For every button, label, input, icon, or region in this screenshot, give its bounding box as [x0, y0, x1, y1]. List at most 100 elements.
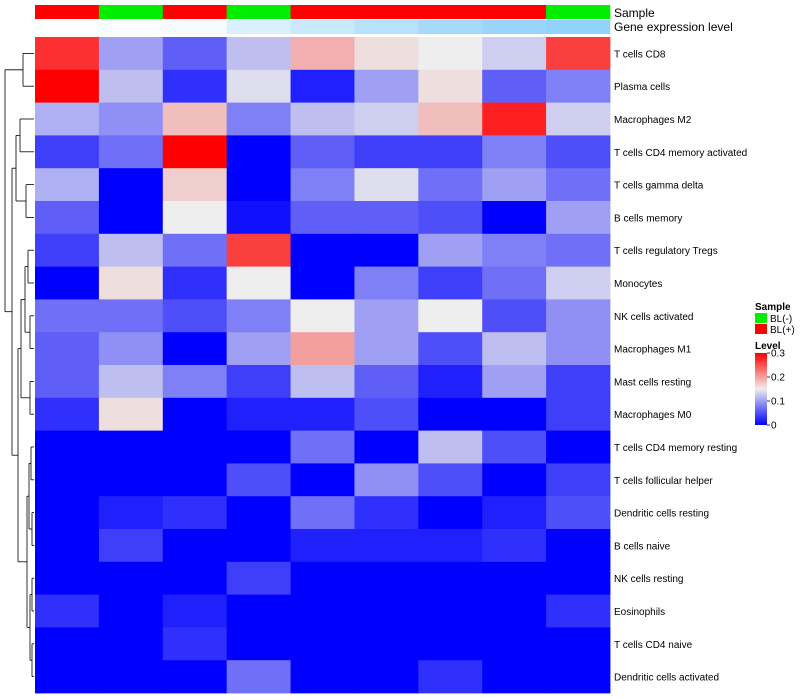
row-label: Eosinophils [614, 607, 665, 618]
heatmap-cell [290, 529, 355, 563]
heatmap-cell [226, 299, 291, 333]
heatmap-cell [354, 233, 419, 267]
heatmap-cell [162, 463, 228, 497]
sample-track-label: Sample [614, 6, 655, 20]
heatmap-cell [546, 627, 611, 661]
heatmap-cell [482, 594, 547, 628]
heatmap-cell [162, 529, 228, 563]
heatmap-cell [98, 627, 164, 661]
sample-annotation-cell [482, 5, 547, 19]
heatmap-cell [35, 463, 100, 497]
gene-annotation-cell [226, 20, 291, 34]
heatmap-cell [290, 299, 355, 333]
heatmap-cell [226, 660, 291, 694]
heatmap-cell [290, 233, 355, 267]
heatmap-cell [482, 332, 547, 366]
heatmap-cell [35, 496, 100, 530]
row-label: Macrophages M2 [614, 115, 692, 126]
heatmap-cell [98, 168, 164, 202]
heatmap-cell [290, 365, 355, 399]
row-label: Plasma cells [614, 82, 670, 93]
row-labels: T cells CD8 Plasma cells Macrophages M2 T c… [614, 49, 747, 683]
heatmap-cell [418, 430, 483, 464]
heatmap-cell [354, 660, 419, 694]
heatmap-cell [354, 496, 419, 530]
sample-annotation-cell [98, 5, 164, 19]
heatmap-cell [35, 168, 100, 202]
heatmap-cell [290, 37, 355, 71]
heatmap-cell [98, 529, 164, 563]
heatmap-cell [354, 627, 419, 661]
heatmap-cell [482, 660, 547, 694]
heatmap-cell [162, 69, 228, 103]
heatmap-cell [482, 299, 547, 333]
heatmap-cell [354, 397, 419, 431]
heatmap-cell [482, 529, 547, 563]
heatmap-cell [98, 660, 164, 694]
heatmap-cell [418, 496, 483, 530]
heatmap-cell [162, 332, 228, 366]
heatmap-cell [162, 201, 228, 235]
heatmap-cell [418, 102, 483, 136]
heatmap-cell [290, 397, 355, 431]
heatmap-cell [162, 496, 228, 530]
heatmap-cell [162, 594, 228, 628]
row-label: Dendritic cells resting [614, 509, 709, 520]
heatmap-cell [98, 430, 164, 464]
heatmap-cell [546, 529, 611, 563]
heatmap-cell [290, 561, 355, 595]
sample-annotation-cell [546, 5, 611, 19]
heatmap-cell [354, 365, 419, 399]
heatmap-cell [546, 463, 611, 497]
heatmap-cell [162, 233, 228, 267]
row-label: B cells memory [614, 213, 682, 224]
gene-track-label: Gene expression level [614, 20, 733, 34]
heatmap-cell [290, 430, 355, 464]
heatmap-cell [35, 594, 100, 628]
heatmap-cell [354, 201, 419, 235]
heatmap-cell [482, 37, 547, 71]
heatmap-cell [98, 266, 164, 300]
heatmap-cell [226, 627, 291, 661]
heatmap-cell [98, 299, 164, 333]
heatmap-cell [35, 201, 100, 235]
legend-level-tick-label: 0.2 [771, 373, 785, 384]
heatmap-cell [226, 168, 291, 202]
row-label: T cells CD4 memory resting [614, 443, 737, 454]
row-label: Dendritic cells activated [614, 673, 719, 684]
heatmap-cell [546, 266, 611, 300]
row-label: Macrophages M0 [614, 410, 692, 421]
heatmap-cell [226, 463, 291, 497]
heatmap-cell [546, 37, 611, 71]
heatmap-cell [354, 135, 419, 169]
gene-annotation-cell [35, 20, 100, 34]
heatmap-cell [98, 594, 164, 628]
heatmap-cell [98, 463, 164, 497]
level-colorbar [755, 353, 767, 425]
heatmap-cell [482, 168, 547, 202]
heatmap-cell [162, 299, 228, 333]
heatmap-cell [418, 463, 483, 497]
heatmap-cell [290, 660, 355, 694]
heatmap-cell [162, 430, 228, 464]
heatmap-cell [354, 561, 419, 595]
heatmap-cell [226, 201, 291, 235]
heatmap-cell [290, 201, 355, 235]
heatmap-cell [418, 135, 483, 169]
gene-annotation-cell [418, 20, 483, 34]
sample-annotation-cell [226, 5, 291, 19]
heatmap-cell [98, 561, 164, 595]
heatmap-cell [482, 430, 547, 464]
heatmap-cell [546, 365, 611, 399]
heatmap-cell [290, 496, 355, 530]
heatmap-cell [162, 168, 228, 202]
row-label: Monocytes [614, 279, 662, 290]
legend-sample-label: BL(+) [770, 325, 795, 336]
heatmap-cell [354, 332, 419, 366]
heatmap-cell [35, 135, 100, 169]
sample-annotation-cell [418, 5, 483, 19]
heatmap-cell [290, 102, 355, 136]
legend-level-title: Level [755, 341, 781, 352]
heatmap-cell [418, 365, 483, 399]
row-dendrogram [4, 53, 34, 677]
